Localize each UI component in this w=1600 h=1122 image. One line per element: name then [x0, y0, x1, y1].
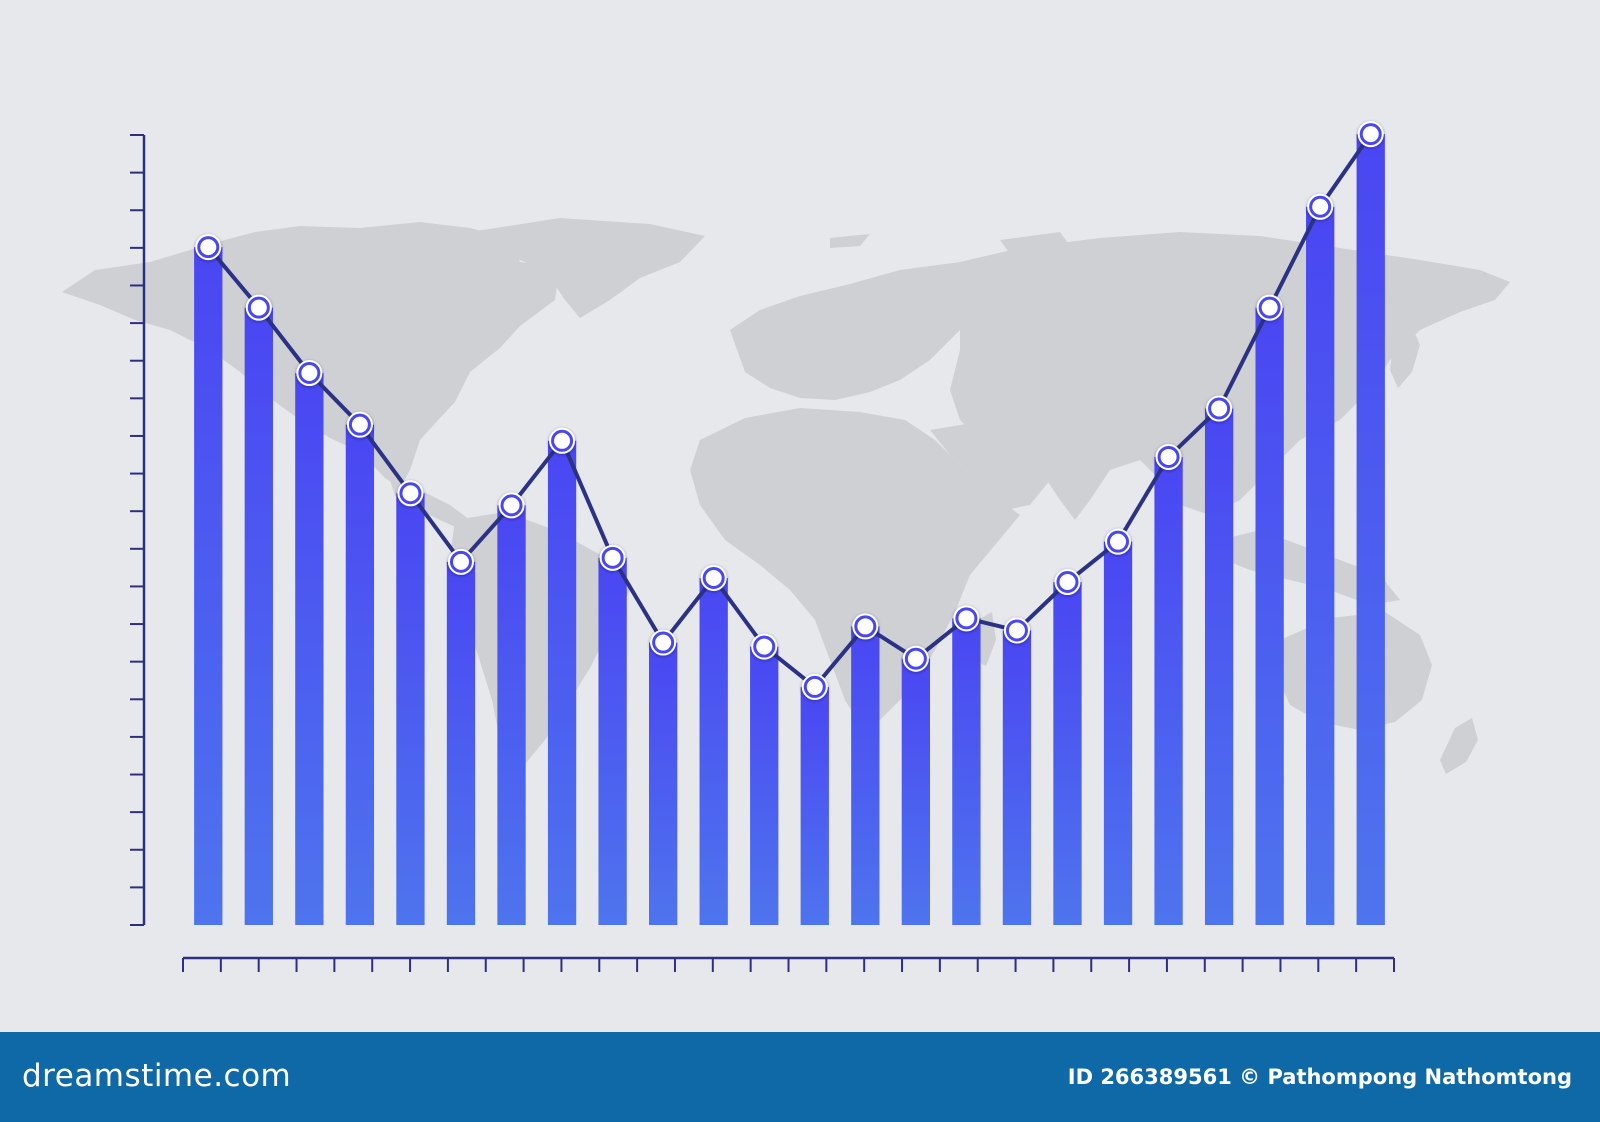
point-marker	[907, 650, 924, 667]
point-marker	[351, 416, 368, 433]
bar	[244, 307, 273, 925]
line-markers	[195, 121, 1384, 700]
point-marker	[705, 569, 722, 586]
bar	[497, 505, 526, 925]
map-north-america	[62, 222, 560, 488]
bar	[295, 373, 324, 926]
point-marker	[402, 485, 419, 502]
point-marker	[250, 299, 267, 316]
point-marker	[958, 610, 975, 627]
chart-axes	[130, 134, 1395, 972]
map-novaya-zemlya	[1000, 232, 1070, 254]
point-marker	[200, 239, 217, 256]
point-marker	[452, 553, 469, 570]
bar	[750, 646, 779, 925]
bar	[1356, 134, 1385, 925]
footer-bar: dreamstime.com ID 266389561 © Pathompong…	[0, 1032, 1600, 1122]
footer-credit: ID 266389561 © Pathompong Nathomtong	[1067, 1065, 1572, 1089]
map-new-zealand	[1440, 718, 1478, 774]
bar-line-chart	[62, 121, 1510, 972]
point-marker	[1312, 198, 1329, 215]
point-marker	[1261, 299, 1278, 316]
bar	[699, 577, 728, 925]
point-marker	[1211, 400, 1228, 417]
bar	[1103, 541, 1133, 925]
point-marker	[857, 618, 874, 635]
bar	[396, 493, 425, 925]
bar	[648, 642, 678, 925]
bar-series	[194, 134, 1385, 926]
point-marker	[1362, 126, 1379, 143]
footer-logo[interactable]: dreamstime.com	[22, 1058, 292, 1094]
map-europe	[730, 262, 1000, 400]
map-svalbard	[830, 234, 870, 248]
point-marker	[655, 634, 672, 651]
point-marker	[806, 678, 823, 695]
point-marker	[1160, 448, 1177, 465]
bar	[1255, 307, 1284, 925]
bar	[1053, 582, 1082, 925]
bar	[345, 424, 375, 925]
bar	[800, 686, 829, 925]
bar	[1154, 456, 1183, 925]
point-marker	[1008, 622, 1025, 639]
world-map-background	[62, 218, 1510, 774]
point-marker	[503, 497, 520, 514]
bar	[1306, 206, 1335, 925]
bar	[1204, 408, 1234, 925]
point-marker	[756, 638, 773, 655]
bar	[194, 247, 223, 925]
point-marker	[554, 432, 571, 449]
point-marker	[1110, 533, 1127, 550]
map-africa	[690, 408, 1020, 725]
point-marker	[604, 549, 621, 566]
bar	[547, 440, 577, 925]
bar	[952, 618, 981, 925]
point-marker	[301, 365, 318, 382]
map-south-america	[448, 512, 630, 772]
bar	[851, 626, 880, 925]
map-japan	[1390, 322, 1420, 388]
bar	[901, 658, 931, 925]
bar	[598, 557, 627, 925]
point-marker	[1059, 574, 1076, 591]
map-greenland	[470, 218, 705, 318]
bar	[446, 561, 476, 925]
map-australia	[1275, 612, 1432, 730]
bar	[1002, 630, 1032, 925]
